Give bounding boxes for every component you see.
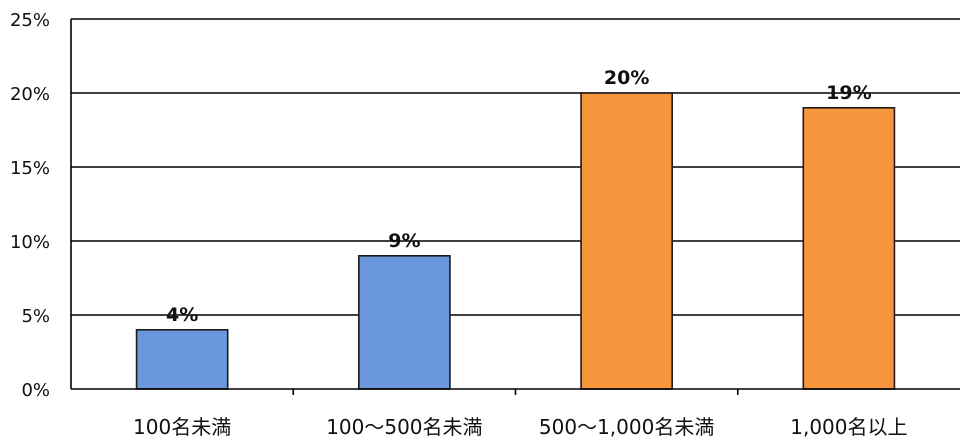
y-tick-label: 25% [10, 10, 50, 31]
y-tick-labels: 0% 5% 10% 15% 20% 25% [10, 10, 50, 401]
category-label: 1,000名以上 [790, 415, 907, 439]
axes [70, 19, 960, 395]
y-tick-label: 0% [21, 380, 50, 401]
y-tick-label: 5% [21, 306, 50, 327]
category-label: 500～1,000名未満 [539, 415, 714, 439]
data-label: 9% [388, 230, 420, 252]
data-label: 19% [826, 82, 871, 104]
bar [802, 107, 896, 390]
y-tick-label: 15% [10, 158, 50, 179]
bars [135, 92, 896, 390]
y-tick-label: 20% [10, 84, 50, 105]
category-label: 100名未満 [133, 415, 231, 439]
data-labels: 4% 9% 20% 19% [166, 67, 872, 326]
y-tick-label: 10% [10, 232, 50, 253]
bar [358, 255, 451, 390]
data-label: 20% [604, 67, 649, 89]
category-labels: 100名未満 100～500名未満 500～1,000名未満 1,000名以上 [133, 415, 907, 439]
data-label: 4% [166, 304, 198, 326]
bar [135, 328, 229, 390]
bar [580, 92, 673, 390]
category-label: 100～500名未満 [326, 415, 482, 439]
